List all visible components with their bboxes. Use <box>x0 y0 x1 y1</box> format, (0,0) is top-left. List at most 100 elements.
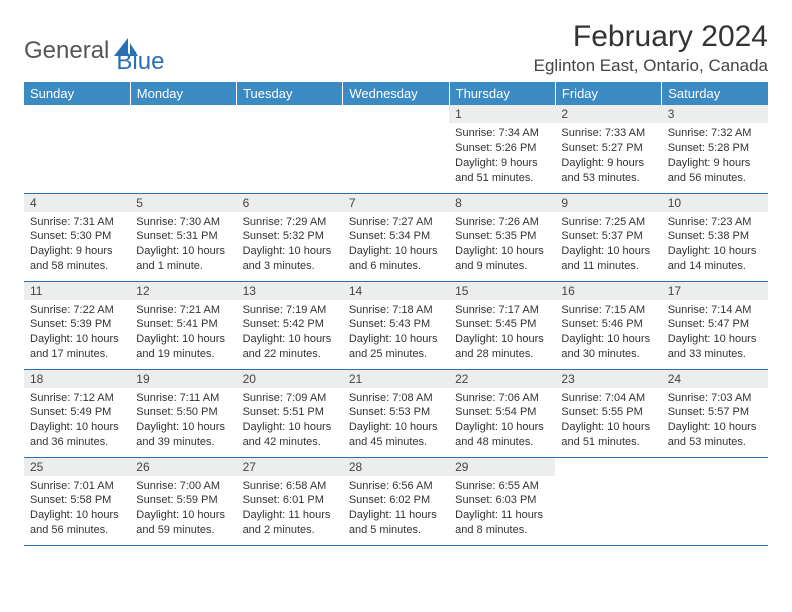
weekday-header: Saturday <box>662 82 768 105</box>
day-number: 16 <box>555 282 661 300</box>
calendar-cell: 9Sunrise: 7:25 AMSunset: 5:37 PMDaylight… <box>555 193 661 281</box>
day-line: Sunset: 5:54 PM <box>455 405 549 420</box>
weekday-header: Tuesday <box>237 82 343 105</box>
day-line: Sunrise: 7:04 AM <box>561 391 655 406</box>
day-line: Sunset: 5:35 PM <box>455 229 549 244</box>
weekday-header-row: Sunday Monday Tuesday Wednesday Thursday… <box>24 82 768 105</box>
day-line: Daylight: 10 hours <box>455 420 549 435</box>
calendar-cell: 3Sunrise: 7:32 AMSunset: 5:28 PMDaylight… <box>662 105 768 193</box>
calendar-cell: 13Sunrise: 7:19 AMSunset: 5:42 PMDayligh… <box>237 281 343 369</box>
day-line: Daylight: 10 hours <box>30 420 124 435</box>
day-line: Daylight: 10 hours <box>136 244 230 259</box>
day-line: and 1 minute. <box>136 259 230 274</box>
calendar-cell: 12Sunrise: 7:21 AMSunset: 5:41 PMDayligh… <box>130 281 236 369</box>
day-line: Sunrise: 7:22 AM <box>30 303 124 318</box>
day-line: Sunrise: 7:29 AM <box>243 215 337 230</box>
calendar-cell: 28Sunrise: 6:56 AMSunset: 6:02 PMDayligh… <box>343 457 449 545</box>
day-line: Sunset: 6:02 PM <box>349 493 443 508</box>
day-content: Sunrise: 6:56 AMSunset: 6:02 PMDaylight:… <box>343 476 449 542</box>
day-line: Sunset: 5:57 PM <box>668 405 762 420</box>
day-number: 13 <box>237 282 343 300</box>
day-line: Sunrise: 7:34 AM <box>455 126 549 141</box>
day-number: 28 <box>343 458 449 476</box>
logo-text-blue: Blue <box>116 48 164 76</box>
calendar-cell: 22Sunrise: 7:06 AMSunset: 5:54 PMDayligh… <box>449 369 555 457</box>
calendar-cell: 24Sunrise: 7:03 AMSunset: 5:57 PMDayligh… <box>662 369 768 457</box>
day-line: Sunrise: 7:27 AM <box>349 215 443 230</box>
day-number: 5 <box>130 194 236 212</box>
weekday-header: Sunday <box>24 82 130 105</box>
day-line: Daylight: 10 hours <box>455 332 549 347</box>
calendar-cell <box>130 105 236 193</box>
day-number: 15 <box>449 282 555 300</box>
day-line: Daylight: 10 hours <box>668 420 762 435</box>
day-content: Sunrise: 7:19 AMSunset: 5:42 PMDaylight:… <box>237 300 343 366</box>
day-line: and 48 minutes. <box>455 435 549 450</box>
day-line: and 51 minutes. <box>455 171 549 186</box>
day-content: Sunrise: 7:15 AMSunset: 5:46 PMDaylight:… <box>555 300 661 366</box>
day-line: and 19 minutes. <box>136 347 230 362</box>
day-line: Sunrise: 7:17 AM <box>455 303 549 318</box>
day-line: Daylight: 9 hours <box>668 156 762 171</box>
calendar-row: 25Sunrise: 7:01 AMSunset: 5:58 PMDayligh… <box>24 457 768 545</box>
day-line: Sunrise: 7:09 AM <box>243 391 337 406</box>
day-number: 17 <box>662 282 768 300</box>
day-line: Sunrise: 7:21 AM <box>136 303 230 318</box>
day-content: Sunrise: 7:33 AMSunset: 5:27 PMDaylight:… <box>555 123 661 189</box>
day-line: and 59 minutes. <box>136 523 230 538</box>
day-number: 26 <box>130 458 236 476</box>
day-line: Daylight: 10 hours <box>30 332 124 347</box>
day-content: Sunrise: 7:32 AMSunset: 5:28 PMDaylight:… <box>662 123 768 189</box>
day-line: Sunset: 5:49 PM <box>30 405 124 420</box>
day-line: Sunrise: 6:56 AM <box>349 479 443 494</box>
day-line: Sunrise: 7:25 AM <box>561 215 655 230</box>
day-content: Sunrise: 7:25 AMSunset: 5:37 PMDaylight:… <box>555 212 661 278</box>
day-line: Daylight: 11 hours <box>243 508 337 523</box>
day-number: 25 <box>24 458 130 476</box>
calendar-cell <box>24 105 130 193</box>
day-number: 22 <box>449 370 555 388</box>
day-content: Sunrise: 7:14 AMSunset: 5:47 PMDaylight:… <box>662 300 768 366</box>
day-line: and 36 minutes. <box>30 435 124 450</box>
day-line: and 25 minutes. <box>349 347 443 362</box>
day-line: Daylight: 10 hours <box>136 420 230 435</box>
calendar-cell: 4Sunrise: 7:31 AMSunset: 5:30 PMDaylight… <box>24 193 130 281</box>
day-line: and 9 minutes. <box>455 259 549 274</box>
calendar-cell: 15Sunrise: 7:17 AMSunset: 5:45 PMDayligh… <box>449 281 555 369</box>
day-line: Sunrise: 7:12 AM <box>30 391 124 406</box>
day-line: Sunrise: 7:33 AM <box>561 126 655 141</box>
day-line: and 30 minutes. <box>561 347 655 362</box>
day-line: Sunrise: 7:30 AM <box>136 215 230 230</box>
day-line: and 6 minutes. <box>349 259 443 274</box>
day-line: Sunset: 5:26 PM <box>455 141 549 156</box>
day-number: 6 <box>237 194 343 212</box>
day-line: Sunset: 5:37 PM <box>561 229 655 244</box>
day-line: Sunset: 5:43 PM <box>349 317 443 332</box>
day-line: Sunset: 5:30 PM <box>30 229 124 244</box>
day-number: 19 <box>130 370 236 388</box>
calendar-row: 11Sunrise: 7:22 AMSunset: 5:39 PMDayligh… <box>24 281 768 369</box>
day-line: Sunrise: 6:55 AM <box>455 479 549 494</box>
day-line: Sunset: 5:27 PM <box>561 141 655 156</box>
day-line: Daylight: 10 hours <box>30 508 124 523</box>
day-content: Sunrise: 7:08 AMSunset: 5:53 PMDaylight:… <box>343 388 449 454</box>
day-line: and 58 minutes. <box>30 259 124 274</box>
day-line: Sunrise: 7:14 AM <box>668 303 762 318</box>
day-line: Sunrise: 7:00 AM <box>136 479 230 494</box>
day-line: and 39 minutes. <box>136 435 230 450</box>
day-line: Daylight: 10 hours <box>455 244 549 259</box>
day-content: Sunrise: 7:04 AMSunset: 5:55 PMDaylight:… <box>555 388 661 454</box>
logo: General Blue <box>24 26 164 76</box>
day-number: 2 <box>555 105 661 123</box>
day-line: Daylight: 10 hours <box>561 244 655 259</box>
calendar-cell: 11Sunrise: 7:22 AMSunset: 5:39 PMDayligh… <box>24 281 130 369</box>
month-title: February 2024 <box>534 20 768 54</box>
day-content: Sunrise: 7:29 AMSunset: 5:32 PMDaylight:… <box>237 212 343 278</box>
weekday-header: Friday <box>555 82 661 105</box>
calendar-cell: 21Sunrise: 7:08 AMSunset: 5:53 PMDayligh… <box>343 369 449 457</box>
logo-text-general: General <box>24 37 109 65</box>
day-line: Sunrise: 7:19 AM <box>243 303 337 318</box>
day-number: 11 <box>24 282 130 300</box>
day-line: Sunset: 5:47 PM <box>668 317 762 332</box>
day-line: and 3 minutes. <box>243 259 337 274</box>
